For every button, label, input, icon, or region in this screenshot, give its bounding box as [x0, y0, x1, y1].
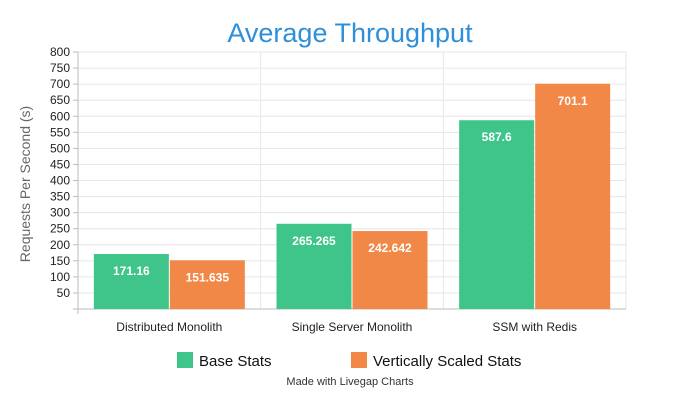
legend-swatch: [177, 352, 193, 368]
y-tick-label: 600: [50, 109, 70, 123]
bar-base: [93, 254, 169, 309]
legend[interactable]: Base Stats Vertically Scaled Stats: [177, 352, 521, 370]
bar-scaled: [352, 231, 428, 309]
y-tick-label: 700: [50, 77, 70, 91]
grid-lines: [78, 51, 627, 309]
chart-title: Average Throughput: [227, 18, 473, 48]
bars: 171.16 265.265 587.6 151.635 242.642 701.1: [93, 83, 611, 310]
y-tick-label: 150: [50, 254, 70, 268]
x-tick-label: Single Server Monolith: [292, 320, 413, 334]
bar-base: [276, 223, 352, 309]
legend-swatch: [351, 352, 367, 368]
y-tick-label: 650: [50, 93, 70, 107]
x-tick-label: SSM with Redis: [492, 320, 577, 334]
y-tick-label: 200: [50, 238, 70, 252]
bar-value-label: 151.635: [186, 270, 230, 284]
bar-value-label: 171.16: [113, 264, 150, 278]
y-tick-label: 450: [50, 157, 70, 171]
legend-item[interactable]: Vertically Scaled Stats: [351, 352, 521, 370]
y-tick-label: 300: [50, 206, 70, 220]
bar-base: [459, 120, 535, 310]
y-tick-label: 800: [50, 45, 70, 59]
bar-value-label: 265.265: [292, 234, 336, 248]
y-tick-label: 400: [50, 174, 70, 188]
y-tick-label: 500: [50, 141, 70, 155]
bar-scaled: [535, 83, 611, 309]
bar-value-label: 242.642: [368, 241, 412, 255]
x-tick-label: Distributed Monolith: [116, 320, 222, 334]
bar-value-label: 701.1: [558, 94, 588, 108]
footer-credit: Made with Livegap Charts: [286, 376, 414, 388]
legend-label: Base Stats: [199, 353, 272, 370]
y-tick-label: 550: [50, 125, 70, 139]
y-tick-label: 750: [50, 61, 70, 75]
axes: 50 100 150 200 250 300 350 400 450 500 550 600 650 70…: [50, 45, 626, 334]
bar-scaled: [169, 260, 245, 309]
legend-label: Vertically Scaled Stats: [373, 353, 521, 370]
bar-value-label: 587.6: [482, 130, 512, 144]
y-tick-label: 50: [57, 286, 71, 300]
y-tick-label: 100: [50, 270, 70, 284]
y-tick-label: 250: [50, 222, 70, 236]
legend-item[interactable]: Base Stats: [177, 352, 272, 370]
y-axis-label: Requests Per Second (s): [17, 106, 33, 262]
y-tick-label: 350: [50, 190, 70, 204]
